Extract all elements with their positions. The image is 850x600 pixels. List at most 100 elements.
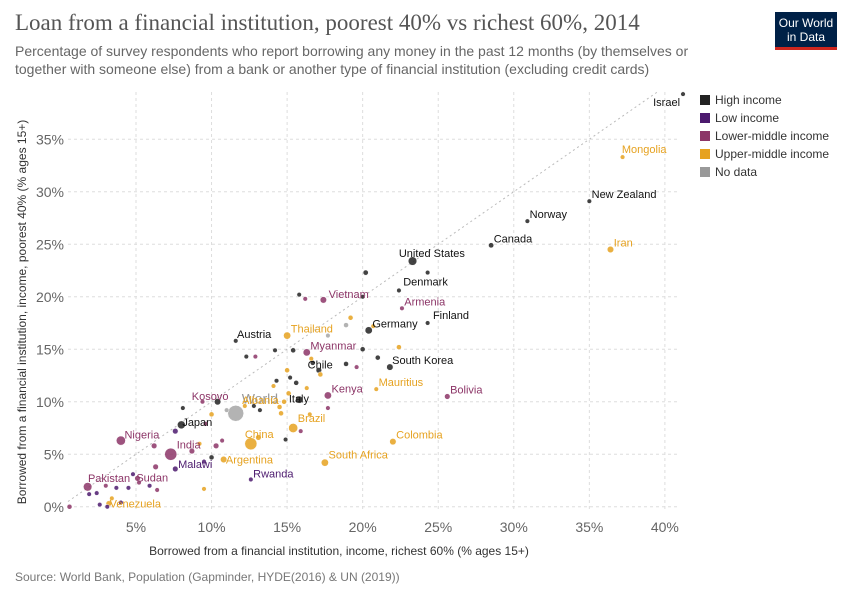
data-point — [302, 348, 311, 357]
data-point — [152, 463, 159, 470]
legend-item-lower-middle[interactable]: Lower-middle income — [700, 127, 829, 145]
point-label: Israel — [653, 97, 680, 109]
data-point — [343, 361, 349, 367]
point-label: Albania — [242, 395, 280, 407]
data-point — [325, 333, 331, 339]
legend-label: Low income — [715, 111, 780, 125]
point-label: Chile — [308, 359, 333, 371]
data-point — [94, 490, 100, 496]
legend-swatch — [700, 113, 710, 123]
point-label: Myanmar — [310, 340, 356, 352]
legend-item-low[interactable]: Low income — [700, 109, 829, 127]
data-point — [172, 465, 179, 473]
legend-item-no-data[interactable]: No data — [700, 163, 829, 181]
owid-logo[interactable]: Our World in Data — [775, 12, 837, 50]
data-point — [103, 483, 109, 489]
point-label: Rwanda — [253, 468, 294, 480]
data-point — [386, 363, 394, 371]
data-point — [272, 347, 278, 353]
legend-swatch — [700, 149, 710, 159]
data-point — [488, 242, 494, 249]
point-label: South Africa — [329, 450, 389, 462]
chart-title: Loan from a financial institution, poore… — [15, 10, 640, 35]
data-point — [251, 403, 257, 409]
point-label: Brazil — [298, 413, 326, 425]
data-point — [83, 482, 93, 492]
data-point — [359, 346, 366, 353]
legend-item-upper-middle[interactable]: Upper-middle income — [700, 145, 829, 163]
y-tick-label: 15% — [36, 341, 64, 357]
data-point — [325, 405, 331, 411]
data-point — [298, 428, 304, 434]
point-label: Armenia — [404, 296, 446, 308]
data-point — [104, 504, 110, 510]
data-point — [86, 491, 92, 497]
legend-item-high[interactable]: High income — [700, 91, 829, 109]
data-point — [425, 320, 431, 326]
data-point — [425, 270, 431, 276]
point-label: Colombia — [396, 430, 443, 442]
data-point — [164, 447, 178, 461]
data-point — [524, 218, 530, 224]
point-label: Germany — [372, 318, 418, 330]
legend-label: High income — [715, 93, 782, 107]
y-tick-label: 35% — [36, 131, 64, 147]
data-point — [399, 305, 405, 311]
point-label: Iran — [614, 238, 633, 250]
data-point — [296, 292, 302, 298]
data-point — [281, 398, 287, 405]
point-label: Malawi — [178, 459, 212, 471]
data-point — [208, 454, 215, 461]
data-point — [288, 423, 299, 433]
point-label: Kosovo — [192, 391, 229, 403]
data-point — [248, 476, 254, 483]
data-point — [407, 256, 418, 266]
data-point — [273, 378, 280, 384]
x-tick-label: 25% — [424, 519, 452, 535]
data-point — [233, 338, 239, 344]
x-tick-label: 40% — [651, 519, 679, 535]
data-point — [219, 438, 225, 444]
data-point — [113, 485, 119, 491]
data-point — [66, 503, 73, 510]
point-label: Mauritius — [379, 377, 424, 389]
data-point — [199, 399, 206, 405]
data-point — [270, 383, 277, 389]
data-point — [444, 393, 451, 400]
data-point — [276, 404, 283, 410]
data-point — [243, 354, 249, 360]
data-point — [220, 455, 228, 464]
data-point — [147, 483, 153, 489]
data-point — [317, 371, 324, 378]
data-point — [606, 245, 614, 254]
logo-line-1: Our World — [778, 16, 834, 30]
point-label: South Korea — [392, 355, 454, 367]
data-point — [680, 91, 686, 97]
point-label: Mongolia — [622, 144, 668, 156]
data-point — [255, 434, 262, 441]
data-point — [375, 354, 381, 361]
data-point — [396, 287, 402, 294]
y-tick-label: 0% — [44, 499, 64, 515]
data-point — [130, 471, 136, 477]
point-label: Nigeria — [124, 430, 160, 442]
point-label: Thailand — [291, 324, 333, 336]
y-tick-label: 30% — [36, 184, 64, 200]
data-point — [244, 437, 258, 451]
data-point — [208, 411, 215, 418]
data-point — [287, 375, 293, 381]
data-point — [285, 390, 292, 397]
data-point — [116, 435, 126, 446]
data-point — [360, 294, 366, 300]
data-point — [343, 322, 349, 328]
point-label: Argentina — [226, 455, 274, 467]
point-label: Sudan — [136, 472, 168, 484]
point-label: Venezuela — [110, 499, 162, 511]
point-label: Austria — [237, 329, 272, 341]
point-label: Canada — [494, 233, 533, 245]
data-point — [213, 442, 220, 449]
data-point — [224, 407, 230, 413]
data-point — [586, 198, 592, 204]
y-tick-label: 10% — [36, 394, 64, 410]
